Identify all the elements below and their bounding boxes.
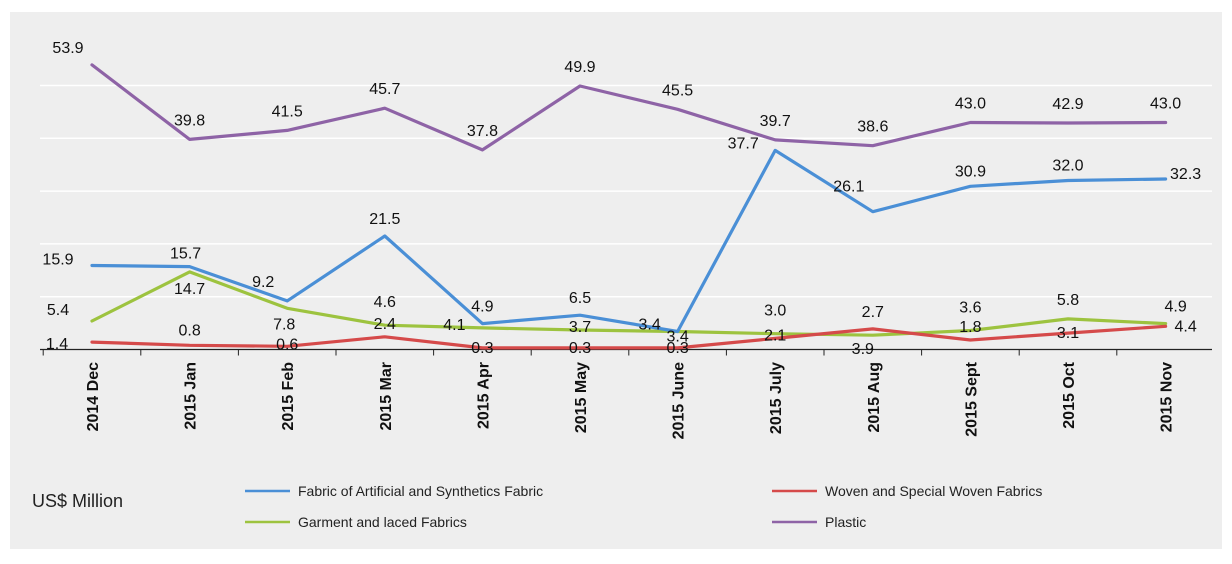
data-label: 0.3	[666, 340, 688, 357]
data-labels: 53.9 39.8 41.5 45.7 37.8 49.9 45.5 39.7 38.6 43.0…	[42, 40, 1201, 358]
x-tick-label: 2015 Sept	[963, 361, 980, 436]
data-label: 4.9	[471, 299, 493, 316]
data-label: 3.1	[1057, 325, 1079, 342]
data-label: 6.5	[569, 290, 591, 307]
data-label: 53.9	[52, 40, 83, 57]
data-label: 4.9	[1164, 299, 1186, 316]
x-tick-label: 2015 Aug	[866, 362, 883, 433]
series-line	[90, 270, 1168, 337]
data-label: 3.0	[764, 303, 786, 320]
data-label: 38.6	[857, 119, 888, 136]
data-label: 0.8	[178, 322, 200, 339]
x-tick-label: 2015 Apr	[475, 362, 492, 429]
data-label: 37.8	[467, 123, 498, 140]
data-label: 3.6	[959, 299, 981, 316]
data-label: 0.3	[569, 340, 591, 357]
data-label: 49.9	[564, 59, 595, 76]
data-label: 1.8	[959, 319, 981, 336]
data-label: 42.9	[1052, 96, 1083, 113]
data-label: 26.1	[833, 179, 864, 196]
data-label: 15.9	[42, 252, 73, 269]
data-label: 39.8	[174, 112, 205, 129]
gridlines	[40, 84, 1212, 298]
x-axis-tick-labels: 2014 Dec 2015 Jan 2015 Feb 2015 Mar 2015 Apr…	[85, 361, 1176, 439]
data-label: 9.2	[252, 274, 274, 291]
legend-label: Garment and laced Fabrics	[298, 514, 467, 530]
data-label: 43.0	[955, 95, 986, 112]
data-label: 45.5	[662, 82, 693, 99]
data-label: 0.3	[471, 340, 493, 357]
x-tick-label: 2015 Mar	[378, 362, 395, 431]
legend-label: Plastic	[825, 514, 866, 530]
data-label: 2.4	[374, 316, 396, 333]
data-label: 37.7	[728, 135, 759, 152]
data-label: 15.7	[170, 246, 201, 263]
legend-item: Plastic	[772, 514, 866, 530]
data-label: 21.5	[369, 211, 400, 228]
x-tick-label: 2015 June	[671, 362, 688, 439]
legend-label: Woven and Special Woven Fabrics	[825, 483, 1042, 499]
data-label: 3.4	[666, 329, 688, 346]
series-line	[90, 324, 1168, 350]
legend: Fabric of Artificial and Synthetics Fabr…	[245, 483, 1042, 530]
data-label: 32.0	[1052, 158, 1083, 175]
series-line	[90, 63, 1168, 152]
unit-label: US$ Million	[32, 491, 123, 511]
x-tick-label: 2014 Dec	[85, 362, 102, 431]
series-lines	[90, 63, 1168, 350]
data-label: 5.4	[47, 302, 69, 319]
x-tick-label: 2015 Oct	[1061, 361, 1078, 428]
legend-item: Garment and laced Fabrics	[245, 514, 467, 530]
x-tick-label: 2015 Nov	[1159, 362, 1176, 432]
data-label: 39.7	[760, 113, 791, 130]
data-label: 2.1	[764, 327, 786, 344]
data-label: 4.6	[374, 294, 396, 311]
data-label: 1.4	[46, 336, 68, 353]
data-label: 5.8	[1057, 292, 1079, 309]
series-line	[90, 148, 1168, 334]
data-label: 2.7	[862, 304, 884, 321]
data-label: 14.7	[174, 281, 205, 298]
data-label: 32.3	[1170, 166, 1201, 183]
legend-label: Fabric of Artificial and Synthetics Fabr…	[298, 483, 543, 499]
data-label: 30.9	[955, 163, 986, 180]
data-label: 3.7	[569, 319, 591, 336]
data-label: 0.6	[276, 336, 298, 353]
x-tick-label: 2015 July	[768, 362, 785, 434]
data-label: 43.0	[1150, 95, 1181, 112]
data-label: 41.5	[272, 103, 303, 120]
x-tick-label: 2015 Feb	[280, 362, 297, 431]
data-label: 7.8	[273, 316, 295, 333]
x-tick-label: 2015 Jan	[183, 362, 200, 430]
legend-item: Fabric of Artificial and Synthetics Fabr…	[245, 483, 543, 499]
data-label: 45.7	[369, 81, 400, 98]
data-label: 4.4	[1174, 318, 1196, 335]
x-axis-ticks	[42, 349, 1118, 356]
data-label: 3.9	[852, 341, 874, 358]
x-tick-label: 2015 May	[573, 362, 590, 433]
data-label: 3.4	[638, 317, 660, 334]
data-label: 4.1	[443, 317, 465, 334]
legend-item: Woven and Special Woven Fabrics	[772, 483, 1042, 499]
